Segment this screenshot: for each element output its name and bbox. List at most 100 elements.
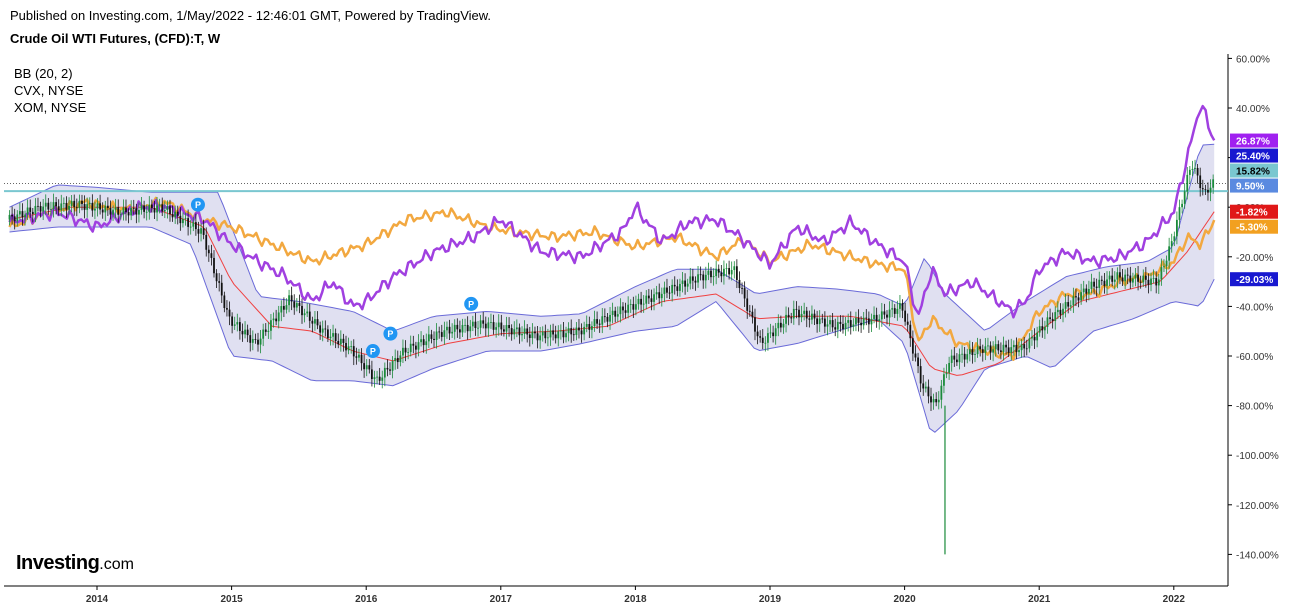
- candle-body: [510, 328, 513, 335]
- candle-body: [1188, 169, 1191, 175]
- candle-body: [492, 322, 495, 330]
- candle-body: [259, 338, 262, 345]
- candle-body: [1147, 279, 1150, 285]
- candle-body: [562, 330, 565, 338]
- candle-body: [702, 274, 705, 281]
- candle-body: [477, 327, 479, 329]
- candle-body: [153, 207, 156, 213]
- candle-body: [720, 272, 723, 277]
- candle-body: [712, 276, 715, 278]
- candle-body: [21, 211, 24, 218]
- candle-body: [1098, 279, 1101, 288]
- candle-body: [1012, 344, 1015, 348]
- candle-body: [875, 314, 878, 321]
- candle-body: [860, 322, 863, 326]
- candle-body: [1036, 332, 1039, 341]
- candle-body: [130, 208, 133, 216]
- candle-body: [684, 280, 686, 287]
- candle-body: [867, 318, 870, 325]
- candle-body: [917, 357, 919, 367]
- candle-body: [759, 336, 762, 338]
- candle-body: [756, 331, 759, 337]
- candle-body: [368, 365, 371, 370]
- candle-body: [640, 298, 642, 305]
- candle-body: [275, 318, 278, 322]
- candle-body: [1023, 344, 1026, 349]
- candle-body: [1041, 326, 1044, 331]
- candle-body: [440, 332, 443, 337]
- candle-body: [878, 319, 881, 321]
- candle-body: [484, 323, 487, 329]
- candle-body: [609, 314, 611, 322]
- candle-body: [303, 313, 306, 316]
- candle-body: [1002, 344, 1005, 352]
- candle-body: [1134, 274, 1137, 279]
- candle-body: [805, 310, 808, 319]
- cvx-line: [8, 104, 1216, 319]
- legend: BB (20, 2) CVX, NYSE XOM, NYSE: [14, 65, 86, 116]
- x-tick-label: 2014: [86, 594, 109, 605]
- candle-body: [508, 325, 510, 329]
- candle-body: [534, 331, 536, 334]
- candle-body: [715, 268, 718, 277]
- candle-body: [254, 338, 257, 340]
- candle-body: [288, 295, 290, 306]
- candle-body: [42, 206, 45, 212]
- candle-body: [539, 335, 542, 341]
- candle-body: [823, 318, 826, 327]
- candle-body: [699, 274, 702, 276]
- price-label-box: [1230, 219, 1278, 234]
- candle-body: [469, 326, 472, 332]
- candle-body: [741, 288, 743, 289]
- candle-body: [844, 322, 847, 330]
- candle-body: [777, 322, 780, 329]
- candle-body: [1170, 241, 1173, 247]
- candle-body: [1082, 288, 1085, 293]
- candle-body: [334, 333, 337, 341]
- candle-body: [813, 313, 816, 319]
- candle-body: [70, 200, 73, 206]
- candle-body: [808, 318, 811, 320]
- price-label-text: 15.82%: [1236, 167, 1270, 178]
- candle-body: [389, 369, 391, 371]
- candle-body: [1095, 286, 1098, 288]
- candle-body: [523, 328, 526, 334]
- candle-body: [459, 329, 461, 333]
- candle-body: [73, 200, 76, 208]
- candle-body: [518, 327, 521, 336]
- candle-body: [453, 324, 456, 332]
- candle-body: [1142, 275, 1145, 283]
- candle-body: [228, 309, 231, 317]
- candle-body: [567, 328, 570, 334]
- candle-body: [347, 346, 350, 351]
- candle-body: [55, 202, 58, 207]
- candle-body: [1056, 309, 1059, 313]
- candle-body: [1007, 347, 1010, 354]
- candle-body: [811, 313, 813, 320]
- candle-body: [958, 354, 961, 363]
- candle-body: [955, 359, 958, 363]
- candle-body: [645, 295, 648, 304]
- candle-body: [122, 207, 125, 215]
- candle-body: [412, 343, 415, 346]
- candle-body: [785, 314, 787, 324]
- candle-body: [321, 328, 324, 333]
- candle-body: [943, 374, 945, 386]
- price-label-text: 25.40%: [1236, 152, 1270, 163]
- candle-body: [738, 279, 741, 289]
- candle-body: [171, 214, 174, 218]
- candle-body: [979, 346, 982, 350]
- candle-body: [689, 276, 692, 284]
- candle-body: [461, 324, 464, 333]
- candle-body: [448, 326, 451, 334]
- candle-body: [471, 321, 474, 327]
- candle-body: [220, 282, 223, 296]
- candle-body: [839, 321, 842, 324]
- x-tick-label: 2017: [490, 594, 513, 605]
- candle-body: [557, 331, 560, 339]
- candle-body: [914, 353, 917, 358]
- candle-body: [1137, 274, 1139, 282]
- candle-body: [503, 329, 505, 332]
- candle-body: [909, 324, 912, 339]
